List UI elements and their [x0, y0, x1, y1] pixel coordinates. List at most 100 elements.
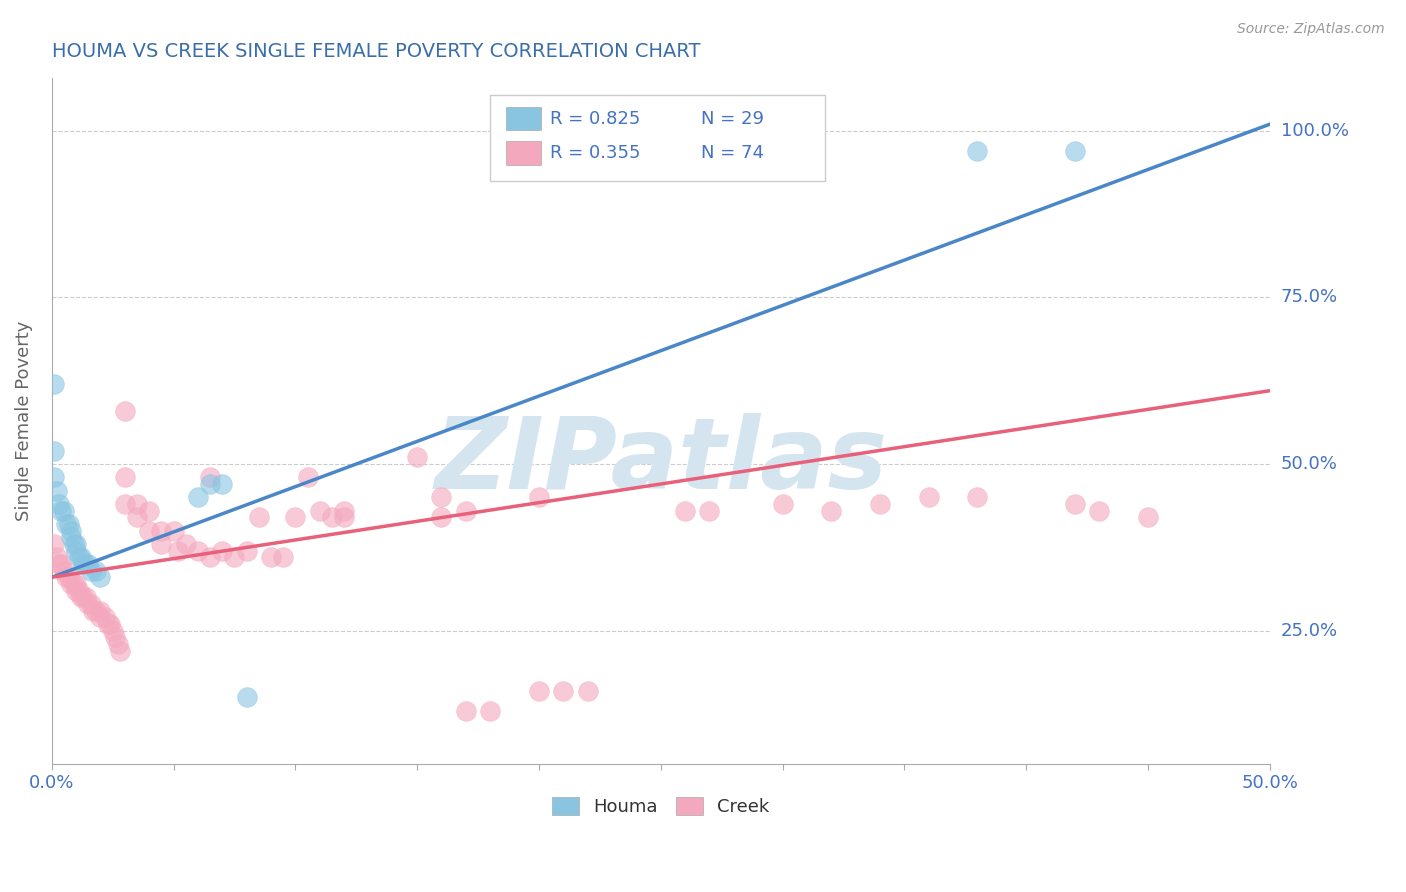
- Point: [198, 550, 221, 565]
- Text: 100.0%: 100.0%: [1281, 122, 1348, 140]
- Point: [75, 557, 97, 571]
- Point: [55, 516, 77, 531]
- Point: [80, 564, 103, 578]
- Point: [430, 510, 453, 524]
- Point: [772, 157, 794, 171]
- Point: [70, 550, 93, 565]
- Point: [235, 543, 257, 558]
- Point: [966, 491, 988, 505]
- Point: [820, 503, 842, 517]
- Point: [333, 503, 356, 517]
- Point: [211, 543, 233, 558]
- Point: [125, 510, 148, 524]
- Point: [869, 497, 891, 511]
- Point: [454, 503, 477, 517]
- Point: [430, 491, 453, 505]
- Point: [114, 403, 136, 417]
- Point: [65, 543, 87, 558]
- Point: [62, 537, 84, 551]
- Point: [45, 550, 67, 565]
- Point: [98, 616, 121, 631]
- Point: [45, 483, 67, 498]
- Point: [211, 477, 233, 491]
- Point: [72, 591, 94, 605]
- Text: R = 0.355: R = 0.355: [550, 145, 640, 162]
- Point: [114, 497, 136, 511]
- Point: [108, 643, 131, 657]
- Point: [235, 690, 257, 705]
- Point: [89, 610, 111, 624]
- Text: N = 74: N = 74: [702, 145, 763, 162]
- Y-axis label: Single Female Poverty: Single Female Poverty: [15, 320, 32, 521]
- Point: [699, 503, 721, 517]
- Point: [174, 537, 197, 551]
- Point: [297, 470, 319, 484]
- Point: [162, 524, 184, 538]
- Point: [44, 537, 66, 551]
- Point: [187, 543, 209, 558]
- Point: [1063, 144, 1085, 158]
- Point: [72, 557, 94, 571]
- Text: N = 29: N = 29: [702, 110, 763, 128]
- Text: 75.0%: 75.0%: [1281, 288, 1339, 307]
- Point: [52, 564, 75, 578]
- Point: [527, 491, 550, 505]
- Point: [260, 550, 283, 565]
- Point: [673, 503, 696, 517]
- Point: [51, 503, 73, 517]
- Text: 50.0%: 50.0%: [1281, 455, 1337, 473]
- Point: [772, 497, 794, 511]
- Point: [70, 591, 93, 605]
- Point: [44, 443, 66, 458]
- Point: [51, 557, 73, 571]
- Point: [67, 550, 90, 565]
- Text: Source: ZipAtlas.com: Source: ZipAtlas.com: [1237, 22, 1385, 37]
- Text: HOUMA VS CREEK SINGLE FEMALE POVERTY CORRELATION CHART: HOUMA VS CREEK SINGLE FEMALE POVERTY COR…: [52, 42, 700, 61]
- Point: [77, 557, 100, 571]
- Point: [150, 537, 173, 551]
- Legend: Houma, Creek: Houma, Creek: [544, 789, 778, 823]
- Point: [89, 570, 111, 584]
- Point: [479, 704, 502, 718]
- Point: [44, 377, 66, 392]
- Point: [65, 583, 87, 598]
- Point: [1088, 503, 1111, 517]
- Point: [58, 516, 80, 531]
- Point: [150, 524, 173, 538]
- Point: [406, 450, 429, 465]
- Point: [62, 577, 84, 591]
- Point: [65, 537, 87, 551]
- Point: [107, 637, 129, 651]
- Point: [89, 604, 111, 618]
- Point: [454, 704, 477, 718]
- Point: [75, 591, 97, 605]
- Point: [271, 550, 294, 565]
- Point: [187, 491, 209, 505]
- Point: [224, 550, 246, 565]
- Point: [918, 491, 941, 505]
- Point: [80, 597, 103, 611]
- Point: [77, 597, 100, 611]
- Point: [576, 683, 599, 698]
- Point: [138, 503, 160, 517]
- Point: [65, 577, 87, 591]
- Point: [527, 683, 550, 698]
- Point: [60, 577, 83, 591]
- Point: [67, 583, 90, 598]
- Point: [104, 630, 127, 644]
- Point: [97, 616, 120, 631]
- Text: R = 0.825: R = 0.825: [550, 110, 640, 128]
- Point: [966, 144, 988, 158]
- Point: [60, 524, 83, 538]
- Point: [198, 477, 221, 491]
- Point: [84, 564, 107, 578]
- Point: [333, 510, 356, 524]
- Point: [167, 543, 190, 558]
- Point: [1136, 510, 1159, 524]
- Point: [138, 524, 160, 538]
- Point: [114, 470, 136, 484]
- Point: [48, 497, 70, 511]
- Point: [44, 470, 66, 484]
- Point: [55, 570, 77, 584]
- Point: [48, 557, 70, 571]
